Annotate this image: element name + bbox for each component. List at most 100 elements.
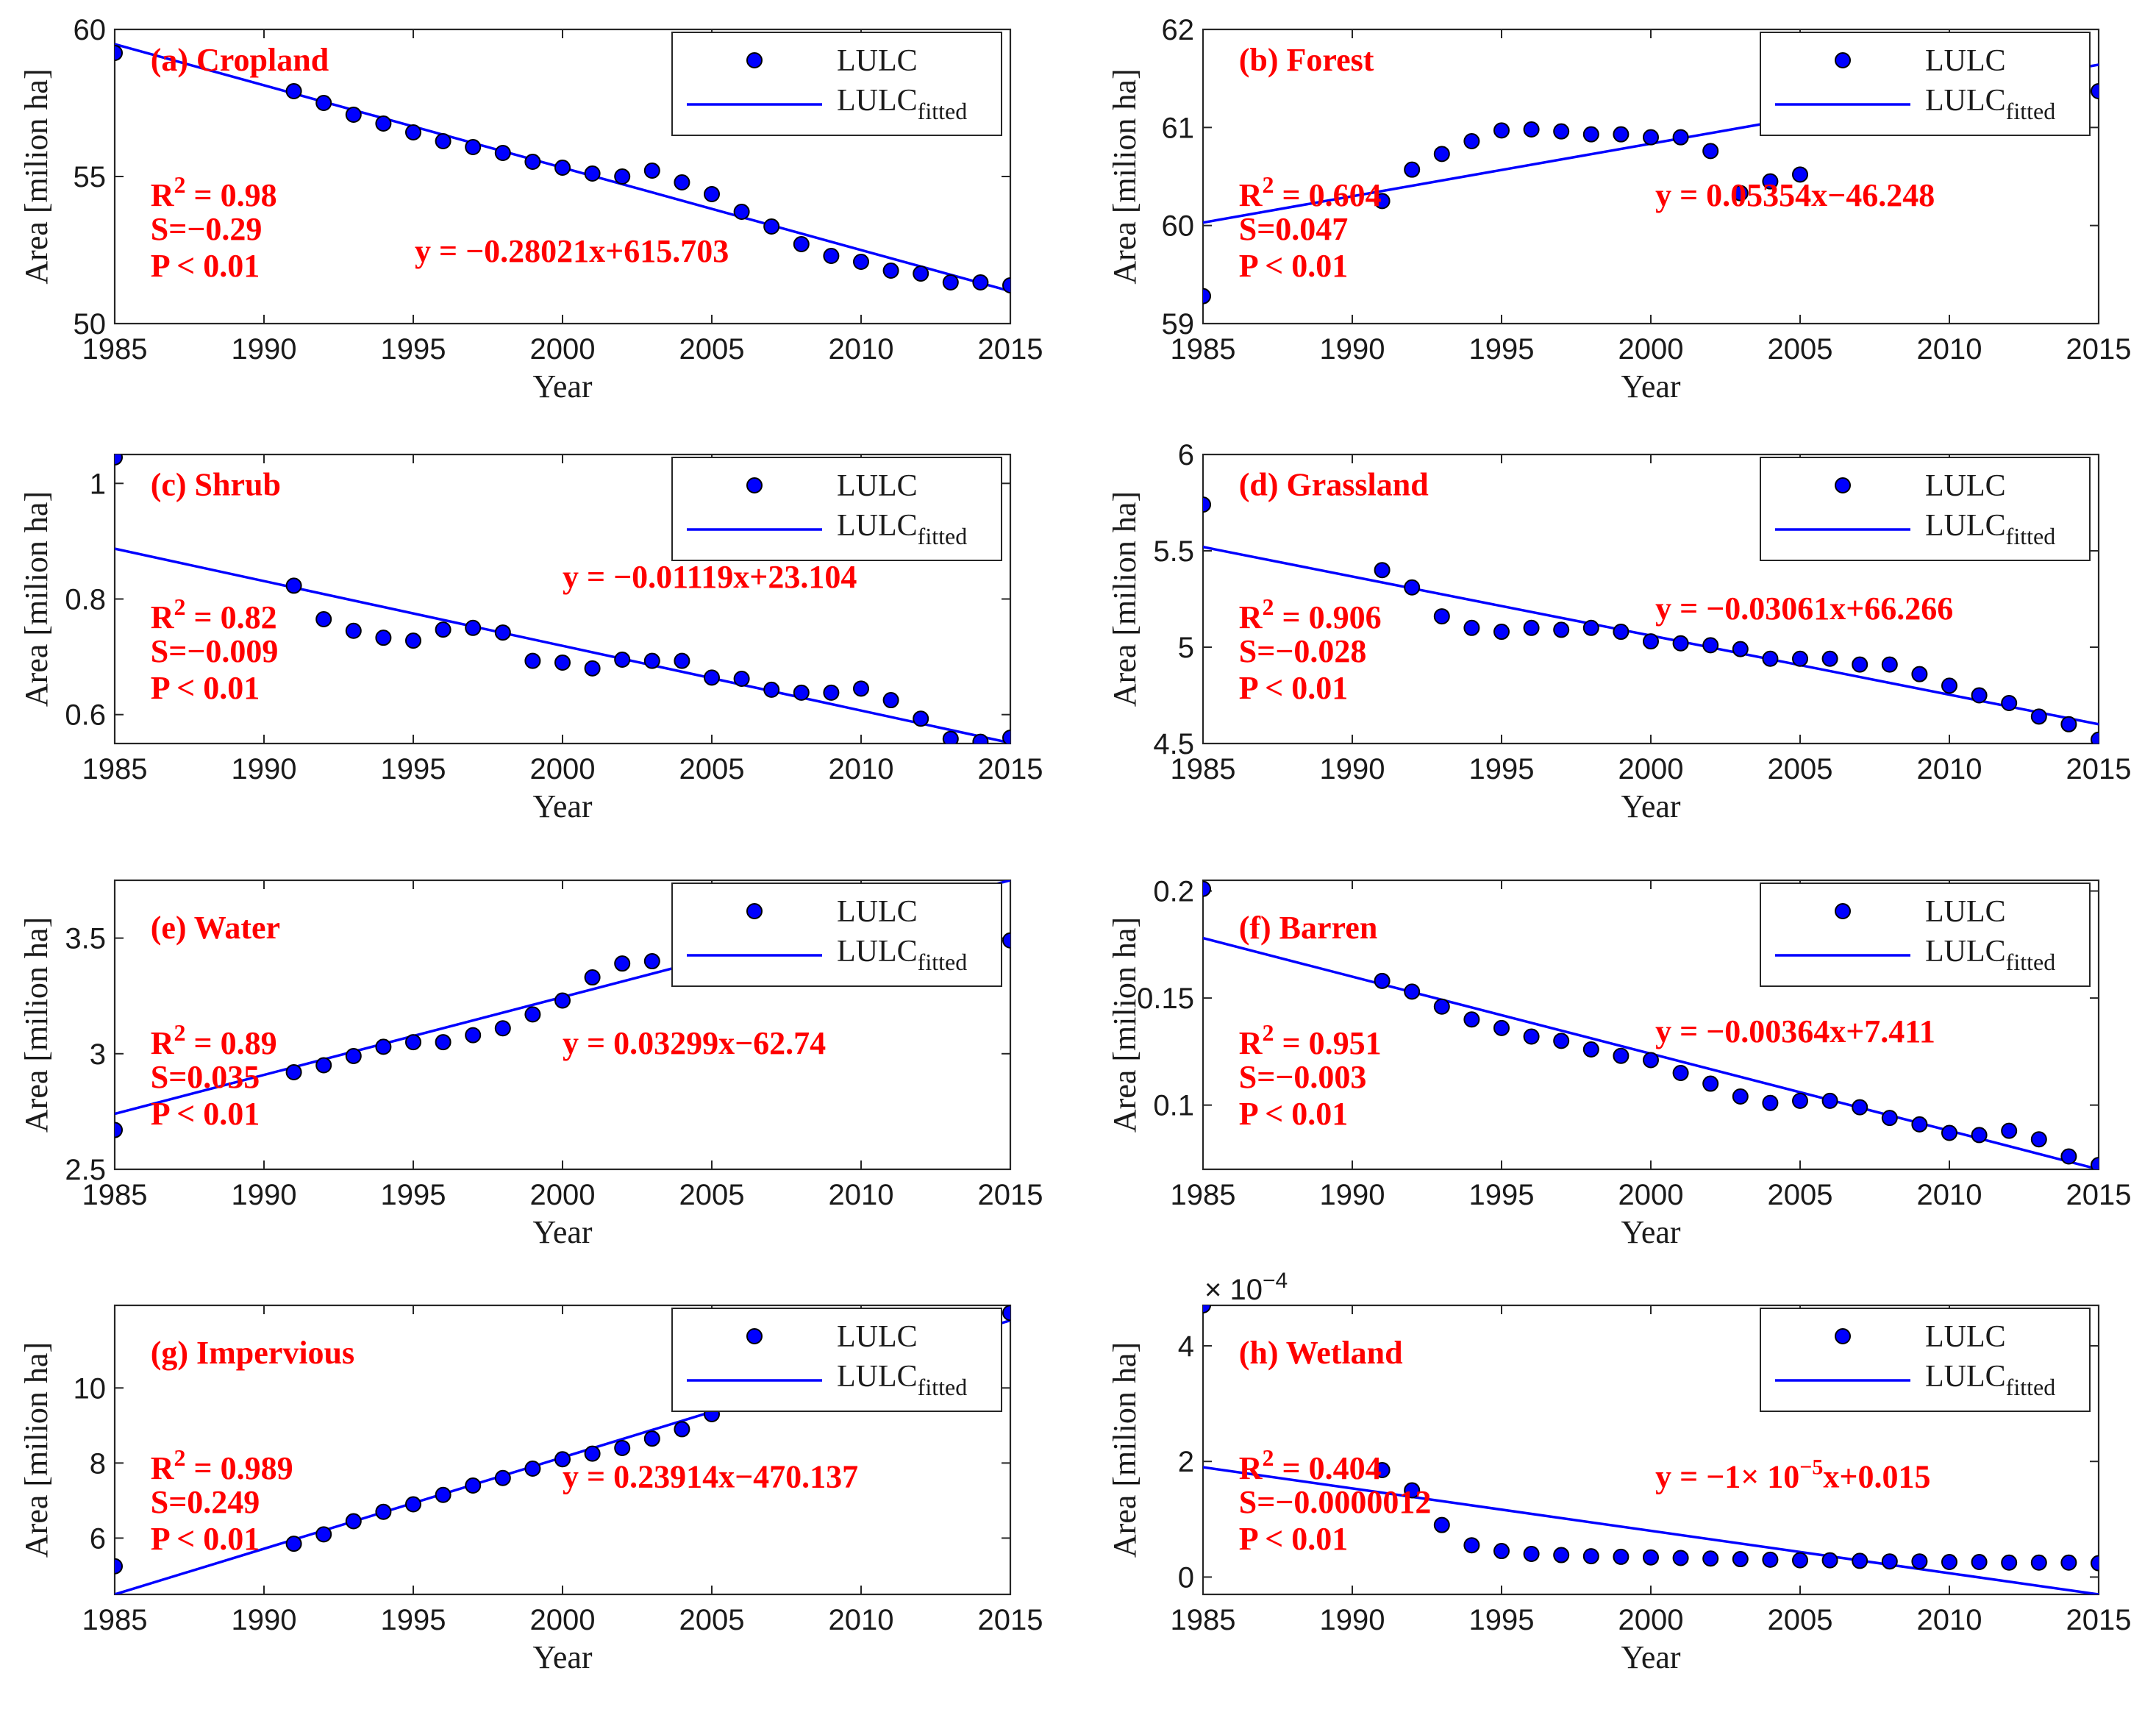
panel-f-point bbox=[2091, 1157, 2099, 1169]
panel-d-point bbox=[1732, 641, 1749, 657]
panel-g-point bbox=[584, 1445, 601, 1462]
panel-b-ytick-label: 61 bbox=[1162, 112, 1195, 144]
panel-c-equation: y = −0.01119x+23.104 bbox=[563, 559, 857, 595]
panel-a-xtick-label: 2010 bbox=[829, 333, 894, 366]
panel-a-point bbox=[853, 254, 869, 270]
panel-f-ytick-label: 0.15 bbox=[1137, 983, 1194, 1015]
panel-h-point bbox=[1433, 1516, 1450, 1533]
panel-b-ytick-label: 59 bbox=[1162, 308, 1195, 340]
panel-g-xtick-label: 2000 bbox=[530, 1604, 596, 1636]
panel-d-xlabel: Year bbox=[1621, 788, 1680, 824]
panel-b-r2-value: = 0.604 bbox=[1274, 177, 1382, 213]
panel-d-point bbox=[1463, 619, 1480, 636]
panel-g-xtick-label: 2015 bbox=[978, 1604, 1043, 1636]
panel-b-point bbox=[1613, 126, 1630, 143]
panel-d-point bbox=[1941, 677, 1957, 694]
panel-a-legend-marker bbox=[746, 52, 763, 68]
panel-a-r2-value: = 0.98 bbox=[186, 177, 277, 213]
panel-c-p-value: P < 0.01 bbox=[151, 670, 260, 706]
panel-f-point bbox=[1553, 1033, 1570, 1049]
panel-g-xtick-label: 1990 bbox=[232, 1604, 297, 1636]
panel-d-point bbox=[1762, 650, 1779, 667]
panel-a-xtick-label: 1985 bbox=[82, 333, 148, 366]
panel-f-point bbox=[1672, 1065, 1689, 1081]
panel-d-point bbox=[1523, 619, 1540, 636]
panel-d-point bbox=[1203, 496, 1211, 513]
panel-h-point bbox=[2091, 1555, 2099, 1572]
panel-a-point bbox=[972, 274, 989, 290]
panel-e-point bbox=[1002, 932, 1010, 949]
panel-h-exponent-power: −4 bbox=[1263, 1269, 1288, 1293]
panel-h-r2-sup: 2 bbox=[1263, 1444, 1274, 1471]
panel-e-ylabel: Area [milion ha] bbox=[18, 917, 54, 1133]
panel-h-point bbox=[1702, 1550, 1719, 1567]
panel-g-point bbox=[405, 1496, 421, 1513]
panel-f-point bbox=[1582, 1041, 1599, 1058]
panel-e-r2-sup: 2 bbox=[174, 1019, 186, 1046]
panel-e-p-value: P < 0.01 bbox=[151, 1096, 260, 1132]
panel-d-point bbox=[1971, 687, 1988, 704]
panel-e-xtick-label: 1985 bbox=[82, 1179, 148, 1211]
panel-a-point bbox=[1002, 277, 1010, 293]
panel-g-point bbox=[524, 1461, 541, 1477]
panel-d-xtick-label: 2005 bbox=[1768, 753, 1833, 785]
panel-f-point bbox=[1792, 1092, 1808, 1109]
panel-a-point bbox=[643, 163, 660, 179]
panel-a-point bbox=[494, 145, 511, 161]
panel-e-point bbox=[494, 1020, 511, 1037]
panel-g-point bbox=[674, 1421, 690, 1438]
panel-h-xtick-label: 2005 bbox=[1768, 1604, 1833, 1636]
panel-c-point bbox=[614, 652, 631, 668]
panel-d-xtick-label: 1990 bbox=[1320, 753, 1385, 785]
panel-d-legend-marker bbox=[1835, 477, 1851, 493]
panel-b-equation: y = 0.05354x−46.248 bbox=[1655, 177, 1935, 213]
panel-a-point bbox=[465, 139, 482, 155]
panel-a-slope: S=−0.29 bbox=[151, 211, 263, 247]
panel-e-xtick-label: 1990 bbox=[232, 1179, 297, 1211]
panel-a-ytick-label: 55 bbox=[74, 161, 107, 193]
panel-h-r2-value: = 0.404 bbox=[1274, 1450, 1382, 1486]
panel-h-ytick-label: 4 bbox=[1178, 1330, 1194, 1363]
panel-e-point bbox=[584, 969, 601, 986]
panel-h-xtick-label: 1985 bbox=[1171, 1604, 1236, 1636]
panel-b-point bbox=[1553, 123, 1570, 140]
panel-a-point bbox=[704, 186, 720, 202]
panel-h-legend-marker bbox=[1835, 1328, 1851, 1344]
panel-a-ytick-label: 60 bbox=[74, 14, 107, 46]
panel-h-point bbox=[1203, 1305, 1211, 1313]
panel-d-slope: S=−0.028 bbox=[1239, 633, 1367, 669]
panel-f-point bbox=[1702, 1075, 1719, 1092]
panel-d-equation: y = −0.03061x+66.266 bbox=[1655, 591, 1953, 627]
panel-e-xtick-label: 2000 bbox=[530, 1179, 596, 1211]
panel-c-point bbox=[315, 611, 332, 628]
panel-h: 1985 1990 1995 2000 2005 2010 2015 0 2 4 × 10−4 Yea… bbox=[1107, 1269, 2131, 1675]
panel-c-point bbox=[913, 710, 929, 727]
panel-a-legend-box bbox=[671, 32, 1002, 136]
panel-g-r2-sup: 2 bbox=[174, 1444, 186, 1471]
panel-e-point bbox=[315, 1057, 332, 1074]
panel-e-legend-subscript: fitted bbox=[918, 949, 968, 975]
panel-g-point bbox=[375, 1503, 392, 1520]
panel-e-point bbox=[285, 1063, 302, 1080]
panel-d-point bbox=[1404, 579, 1421, 596]
panel-f-xtick-label: 2000 bbox=[1618, 1179, 1684, 1211]
panel-a-r2: R2 = 0.98 bbox=[151, 171, 277, 213]
panel-d-point bbox=[1433, 608, 1450, 625]
panel-c-xlabel: Year bbox=[532, 788, 592, 824]
panel-d-ytick-label: 5.5 bbox=[1153, 535, 1194, 568]
panel-h-legend-label-lulc: LULC bbox=[1925, 1320, 2006, 1354]
panel-c-point bbox=[704, 669, 720, 686]
panel-g-xtick-label: 2005 bbox=[679, 1604, 745, 1636]
panel-e-point bbox=[345, 1047, 362, 1064]
panel-f-xtick-label: 1995 bbox=[1469, 1179, 1535, 1211]
panel-d-point bbox=[1852, 656, 1868, 673]
panel-c-ytick-label: 0.6 bbox=[65, 699, 106, 732]
panel-g-ytick-label: 8 bbox=[90, 1447, 106, 1480]
panel-h-point bbox=[1643, 1549, 1659, 1566]
panel-g-xtick-label: 2010 bbox=[829, 1604, 894, 1636]
panel-g-xtick-label: 1995 bbox=[381, 1604, 446, 1636]
panel-f-point bbox=[1493, 1019, 1510, 1036]
panel-f-point bbox=[1523, 1028, 1540, 1045]
